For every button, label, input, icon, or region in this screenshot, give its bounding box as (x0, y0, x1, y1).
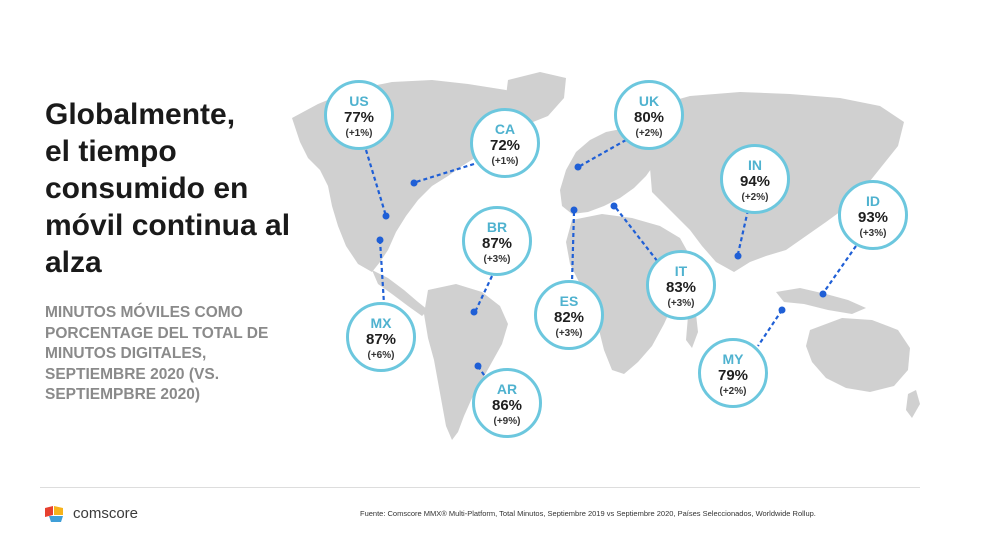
mobile-share: 77% (343, 109, 375, 126)
mobile-share: 87% (365, 331, 397, 348)
mobile-share: 83% (665, 279, 697, 296)
dot-my (778, 306, 786, 314)
country-bubble-in: IN 94% (+2%) (720, 144, 790, 214)
subtitle-line: MINUTOS MÓVILES COMO (45, 304, 243, 321)
share-change: (+2%) (741, 192, 769, 203)
country-code: US (349, 93, 369, 109)
country-bubble-es: ES 82% (+3%) (534, 280, 604, 350)
country-bubble-ca: CA 72% (+1%) (470, 108, 540, 178)
dot-us (382, 212, 390, 220)
dot-es (570, 206, 578, 214)
mobile-share: 79% (717, 367, 749, 384)
share-change: (+1%) (491, 156, 519, 167)
mobile-share: 87% (481, 235, 513, 252)
connector-br (475, 275, 493, 311)
mobile-share: 82% (553, 309, 585, 326)
share-change: (+3%) (555, 328, 583, 339)
share-change: (+3%) (667, 298, 695, 309)
new-zealand-landmass (906, 390, 920, 418)
subtitle-line: SEPTIEMBRE 2020 (VS. (45, 365, 220, 383)
connector-es (570, 211, 576, 283)
southeast-asia-islands (776, 288, 866, 314)
title-line: consumido en (45, 172, 249, 205)
country-code: IN (748, 157, 762, 173)
footer-divider (40, 487, 920, 488)
connector-id (823, 245, 857, 293)
country-bubble-uk: UK 80% (+2%) (614, 80, 684, 150)
share-change: (+2%) (635, 128, 663, 139)
mobile-share: 94% (739, 173, 771, 190)
africa-landmass (566, 214, 690, 374)
country-bubble-id: ID 93% (+3%) (838, 180, 908, 250)
country-bubble-us: US 77% (+1%) (324, 80, 394, 150)
source-note: Fuente: Comscore MMX® Multi-Platform, To… (360, 509, 816, 518)
dot-in (734, 252, 742, 260)
connector-it (615, 207, 659, 263)
connector-mx (378, 239, 386, 305)
country-code: MY (722, 351, 744, 367)
share-change: (+3%) (483, 254, 511, 265)
mobile-share: 93% (857, 209, 889, 226)
dot-ar (474, 362, 482, 370)
subtitle-line: PORCENTAGE DEL TOTAL DE (45, 324, 269, 342)
mobile-share: 80% (633, 109, 665, 126)
connector-ca (415, 162, 475, 184)
subtitle-line: MINUTOS DIGITALES, (45, 345, 207, 362)
country-bubble-it: IT 83% (+3%) (646, 250, 716, 320)
share-change: (+3%) (859, 228, 887, 239)
title-line: móvil continua al (45, 209, 291, 242)
mobile-share: 72% (489, 137, 521, 154)
subtitle: MINUTOS MÓVILES COMO PORCENTAGE DEL TOTA… (45, 303, 335, 406)
central-america-landmass (372, 270, 428, 316)
title-line: el tiempo (45, 135, 177, 168)
country-code: IT (674, 263, 688, 279)
dot-ca (410, 179, 418, 187)
europe-landmass (560, 128, 658, 214)
share-change: (+6%) (367, 350, 395, 361)
connector-in (736, 209, 750, 255)
connector-lines (364, 139, 857, 379)
title-line: alza (45, 246, 102, 279)
connector-my (757, 309, 783, 347)
dot-id (819, 290, 827, 298)
dot-uk (574, 163, 582, 171)
country-code: MX (370, 315, 392, 331)
dot-mx (376, 236, 384, 244)
dot-br (470, 308, 478, 316)
country-bubble-br: BR 87% (+3%) (462, 206, 532, 276)
brand-name: comscore (73, 505, 139, 522)
country-bubble-ar: AR 86% (+9%) (472, 368, 542, 438)
share-change: (+1%) (345, 128, 373, 139)
page-title: Globalmente, el tiempo consumido en móvi… (45, 96, 335, 281)
connector-us (364, 149, 388, 217)
madagascar-landmass (686, 314, 698, 348)
title-line: Globalmente, (45, 98, 236, 131)
australia-landmass (806, 318, 910, 392)
country-code: AR (496, 381, 518, 397)
country-code: ES (559, 293, 579, 309)
subtitle-line: SEPTIEMPBRE 2020) (45, 386, 201, 403)
comscore-logo-icon (45, 506, 63, 522)
share-change: (+2%) (719, 386, 747, 397)
country-code: UK (638, 93, 660, 109)
mobile-share: 86% (491, 397, 523, 414)
country-code: BR (486, 219, 508, 235)
connector-uk (579, 139, 627, 167)
south-america-landmass (424, 284, 508, 440)
dot-it (610, 202, 618, 210)
country-code: ID (866, 193, 880, 209)
country-bubble-mx: MX 87% (+6%) (346, 302, 416, 372)
country-code: CA (494, 121, 516, 137)
location-dots (376, 163, 827, 370)
share-change: (+9%) (493, 416, 521, 427)
country-bubble-my: MY 79% (+2%) (698, 338, 768, 408)
